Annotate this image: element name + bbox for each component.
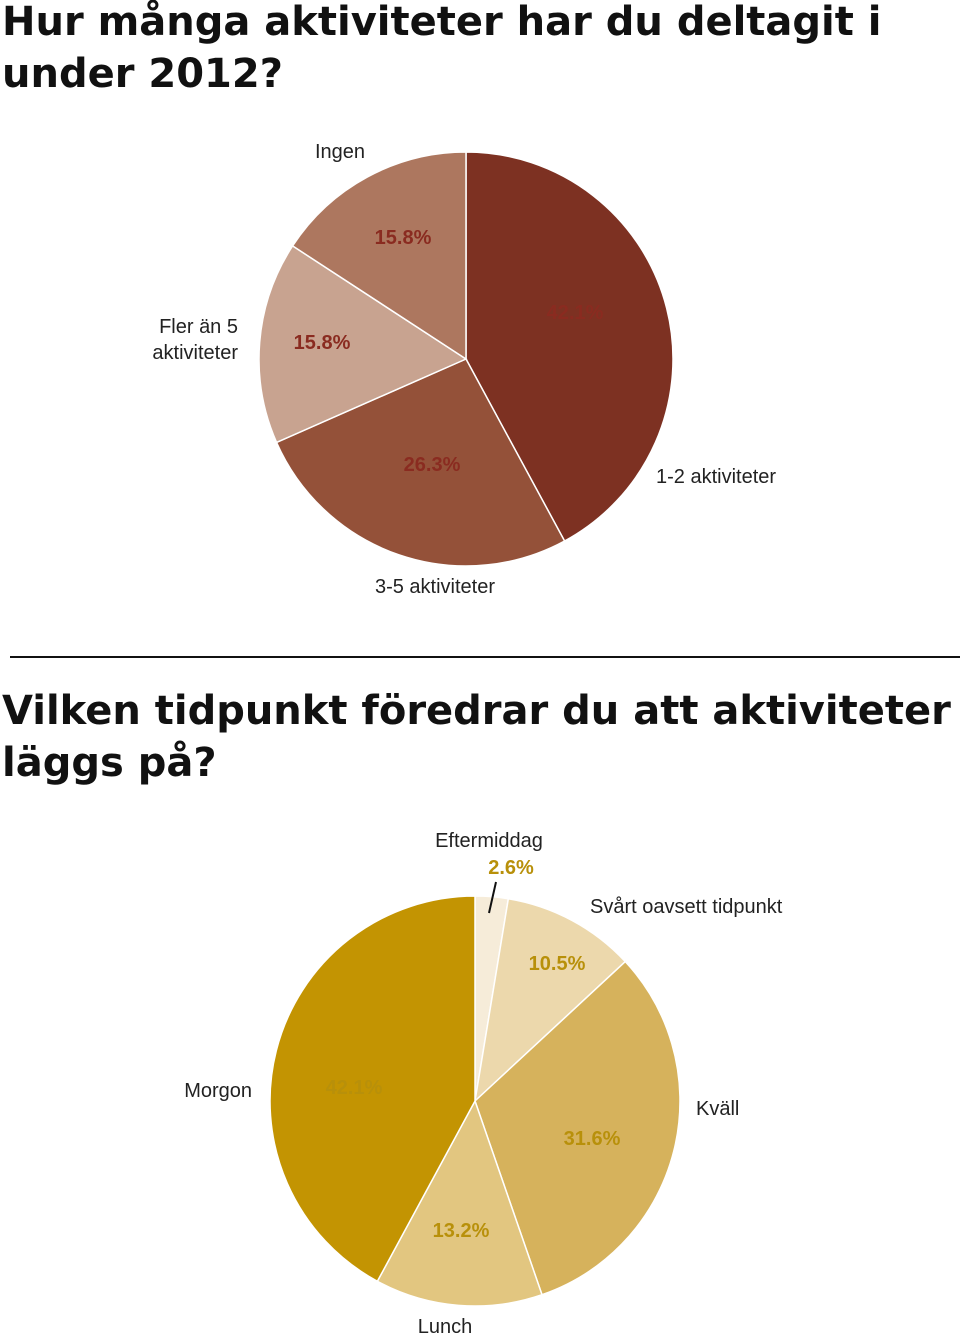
percent-label-svart-oavsett-tidpunkt: 10.5% <box>529 953 586 975</box>
percent-label-ingen: 15.8% <box>375 227 432 249</box>
category-label-lunch: Lunch <box>418 1316 473 1338</box>
chart-title-activities: Hur många aktiviteter har du deltagit i … <box>2 0 882 97</box>
percent-label-1-2-aktiviteter: 42.1% <box>547 302 604 324</box>
pie-slice-lunch <box>376 1099 543 1307</box>
percent-label-morgon: 42.1% <box>326 1077 383 1099</box>
pie-slice-fler-an-5-aktiviteter <box>258 244 468 444</box>
section-divider <box>10 656 960 658</box>
category-label-3-5-aktiviteter: 3-5 aktiviteter <box>375 576 495 598</box>
pie-slice-ingen <box>291 151 467 361</box>
percent-label-3-5-aktiviteter: 26.3% <box>404 454 461 476</box>
pie-slice-1-2-aktiviteter <box>465 151 674 543</box>
percent-label-lunch: 13.2% <box>433 1220 490 1242</box>
category-label-fler-an-5-aktiviteter: Fler än 5 aktiviteter <box>152 316 238 364</box>
pie-slice-svart-oavsett-tidpunkt <box>473 897 627 1104</box>
percent-label-kvall: 31.6% <box>564 1128 621 1150</box>
category-label-eftermiddag: Eftermiddag <box>435 830 543 852</box>
category-label-1-2-aktiviteter: 1-2 aktiviteter <box>656 466 776 488</box>
category-label-morgon: Morgon <box>184 1080 252 1102</box>
chart-title-time: Vilken tidpunkt föredrar du att aktivite… <box>2 688 951 786</box>
percent-label-eftermiddag: 2.6% <box>488 857 534 879</box>
percent-label-fler-an-5-aktiviteter: 15.8% <box>294 332 351 354</box>
category-label-ingen: Ingen <box>315 141 365 163</box>
pie-slice-kvall <box>474 960 681 1296</box>
pie-slice-morgon <box>269 895 476 1283</box>
leader-line-eftermiddag <box>488 881 497 914</box>
pie-chart-activities: 42.1% 26.3% 15.8% 15.8% 1-2 aktiviteter 3-5 a… <box>152 141 776 598</box>
category-label-kvall: Kväll <box>696 1098 739 1120</box>
category-label-svart-oavsett-tidpunkt: Svårt oavsett tidpunkt <box>590 896 783 918</box>
